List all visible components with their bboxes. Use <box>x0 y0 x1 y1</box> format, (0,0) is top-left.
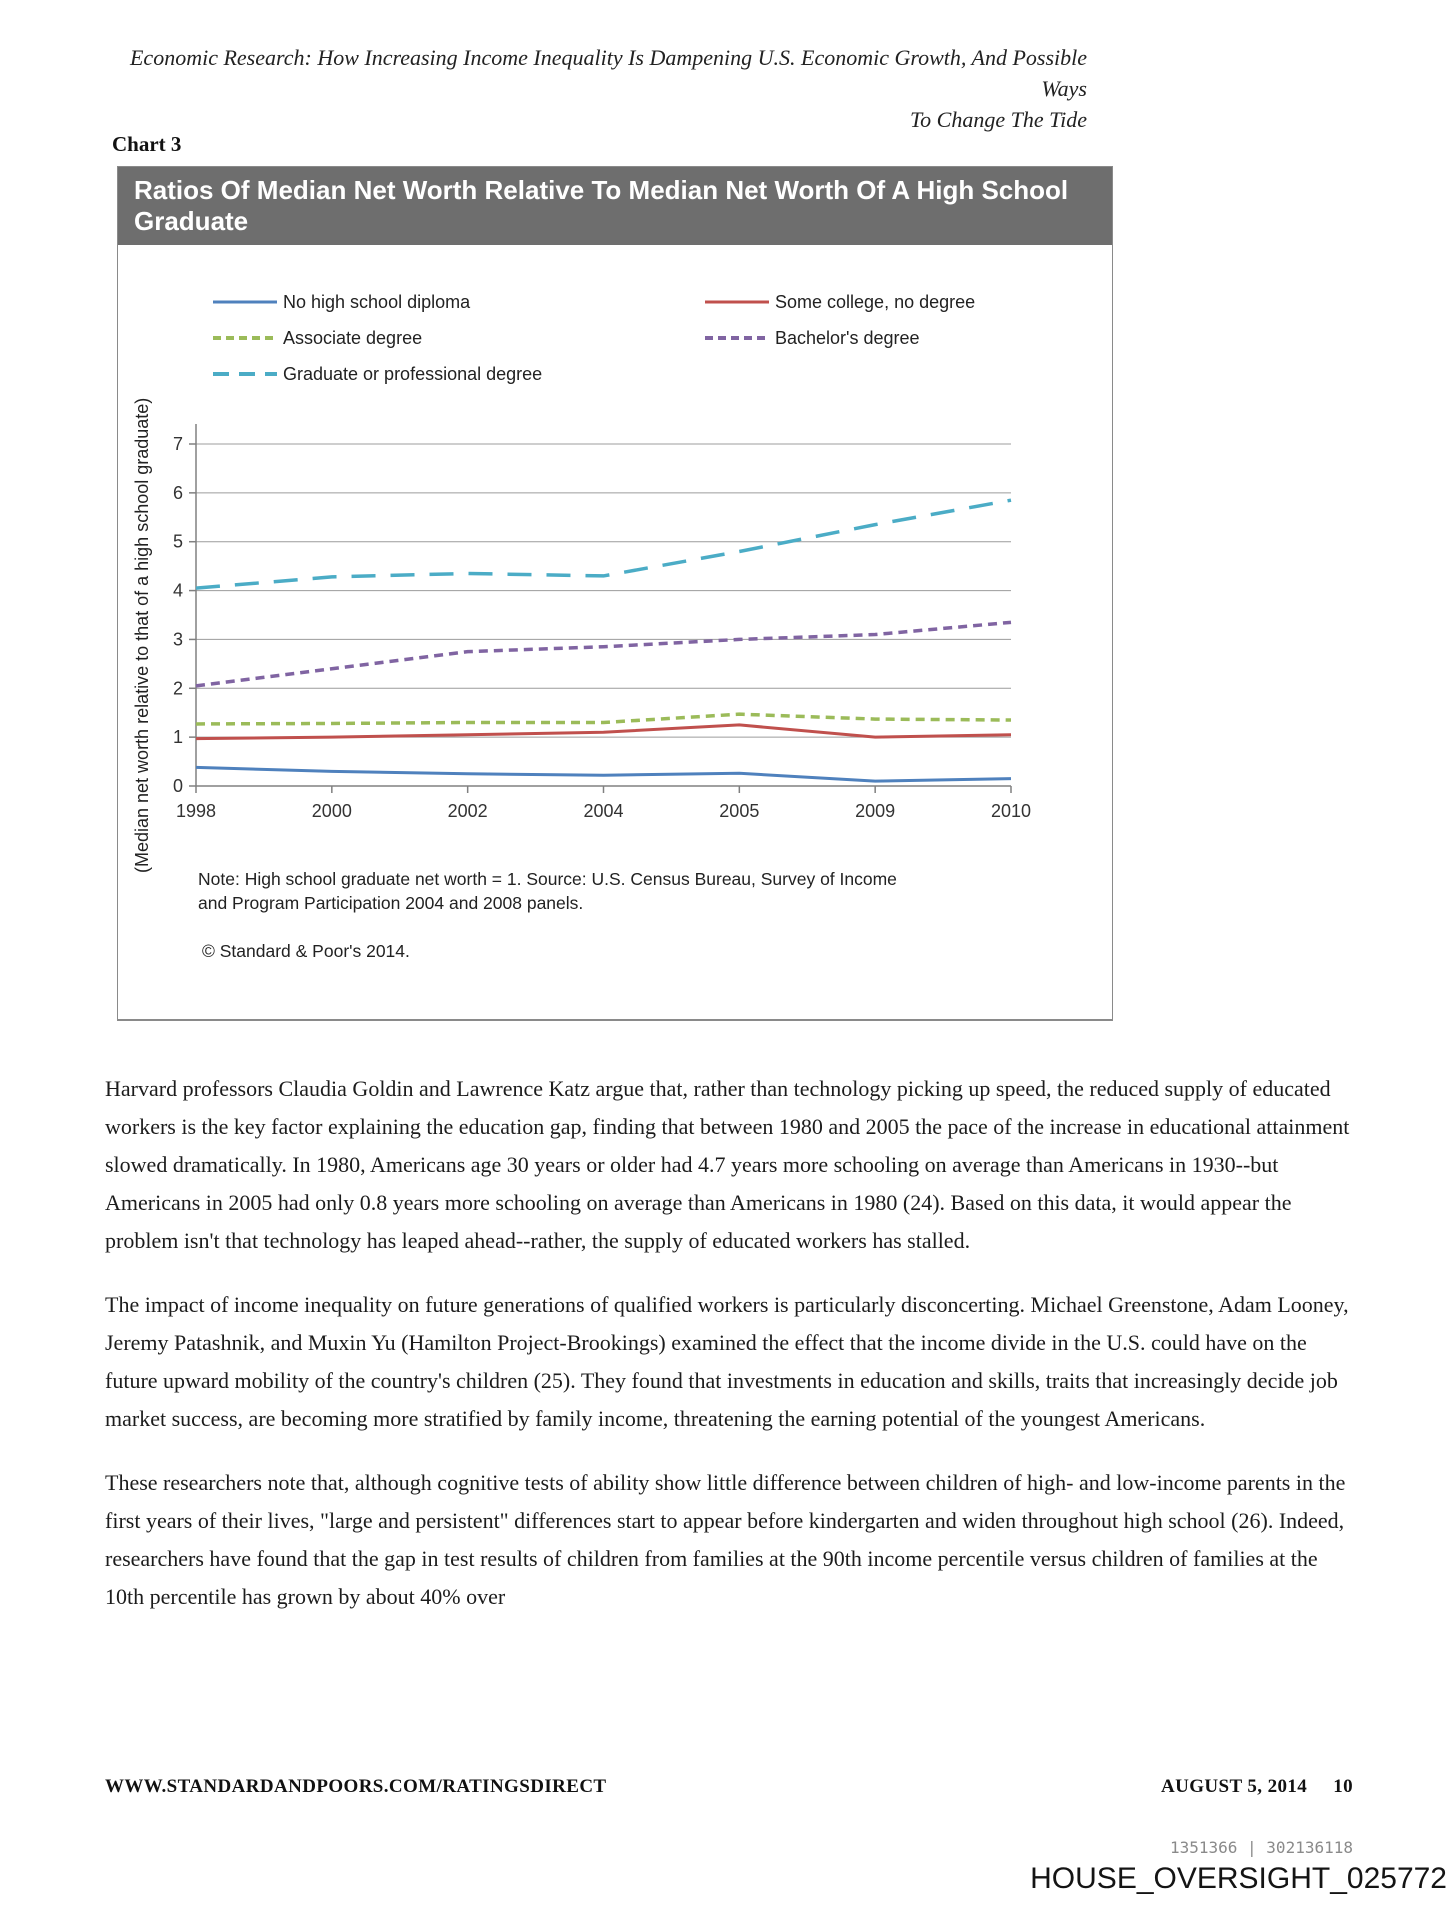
chart-number-label: Chart 3 <box>112 132 182 156</box>
legend-item: Some college, no degree <box>705 289 975 315</box>
legend-column-2: Some college, no degree Bachelor's degree <box>705 289 975 397</box>
footer-date-page: AUGUST 5, 2014 10 <box>1161 1776 1353 1798</box>
x-tick-label: 2009 <box>855 801 895 821</box>
chart-title: Ratios Of Median Net Worth Relative To M… <box>118 167 1112 245</box>
running-header: Economic Research: How Increasing Income… <box>115 42 1087 135</box>
x-tick-label: 2004 <box>583 801 623 821</box>
legend-swatch-icon <box>213 336 277 340</box>
legend-item: Graduate or professional degree <box>213 361 705 387</box>
legend-swatch-icon <box>705 300 769 304</box>
header-line-2: To Change The Tide <box>909 107 1087 132</box>
legend-swatch-icon <box>213 300 277 304</box>
series-line-0 <box>195 765 1012 783</box>
y-tick-label: 6 <box>173 483 183 503</box>
x-tick-label: 2000 <box>312 801 352 821</box>
header-line-1: Economic Research: How Increasing Income… <box>129 45 1087 101</box>
y-axis-label: (Median net worth relative to that of a … <box>132 397 152 873</box>
legend-label: Graduate or professional degree <box>283 363 543 384</box>
x-tick-label: 2002 <box>448 801 488 821</box>
legend-label: Some college, no degree <box>775 291 976 312</box>
paragraph-2: The impact of income inequality on futur… <box>105 1292 1349 1431</box>
series-line-3 <box>195 620 1012 688</box>
legend-swatch-icon <box>213 372 277 376</box>
chart-container: Ratios Of Median Net Worth Relative To M… <box>117 166 1113 1021</box>
y-tick-label: 0 <box>173 776 183 796</box>
y-tick-label: 4 <box>173 581 183 601</box>
y-tick-label: 7 <box>173 434 183 454</box>
paragraph-1: Harvard professors Claudia Goldin and La… <box>105 1076 1350 1253</box>
x-tick-label: 1998 <box>176 801 216 821</box>
document-id-numbers: 1351366 | 302136118 <box>1169 1838 1353 1857</box>
y-tick-label: 5 <box>173 532 183 552</box>
chart-plot: 0 1 2 3 4 5 6 7 1998 2000 2002 2004 2005 2009 2010 <box>173 424 1031 821</box>
legend-item: Bachelor's degree <box>705 325 975 351</box>
series-line-2 <box>195 712 1012 726</box>
legend-column-1: No high school diploma Associate degree Gr… <box>213 289 705 397</box>
series-line-1 <box>195 723 1012 741</box>
footer-page-number: 10 <box>1333 1776 1353 1797</box>
legend-item: No high school diploma <box>213 289 705 315</box>
x-tick-label: 2005 <box>719 801 759 821</box>
chart-note: Note: High school graduate net worth = 1… <box>198 869 897 913</box>
chart-copyright: © Standard & Poor's 2014. <box>202 941 410 961</box>
legend-label: No high school diploma <box>283 291 471 312</box>
y-tick-label: 2 <box>173 678 183 698</box>
legend-label: Associate degree <box>283 327 423 348</box>
oversight-stamp: HOUSE_OVERSIGHT_025772 <box>1030 1862 1447 1895</box>
y-tick-label: 3 <box>173 629 183 649</box>
page-footer: WWW.STANDARDANDPOORS.COM/RATINGSDIRECT A… <box>105 1776 1353 1798</box>
footer-website: WWW.STANDARDANDPOORS.COM/RATINGSDIRECT <box>105 1776 607 1797</box>
legend-item: Associate degree <box>213 325 705 351</box>
paragraph-3: These researchers note that, although co… <box>105 1470 1346 1609</box>
series-line-4 <box>195 498 1012 590</box>
body-text: Harvard professors Claudia Goldin and La… <box>105 1070 1355 1642</box>
x-tick-label: 2010 <box>991 801 1031 821</box>
legend-label: Bachelor's degree <box>775 327 920 348</box>
y-tick-label: 1 <box>173 727 183 747</box>
legend-swatch-icon <box>705 336 769 340</box>
chart-legend: No high school diploma Associate degree Gr… <box>213 289 1082 397</box>
footer-date: AUGUST 5, 2014 <box>1160 1776 1308 1797</box>
